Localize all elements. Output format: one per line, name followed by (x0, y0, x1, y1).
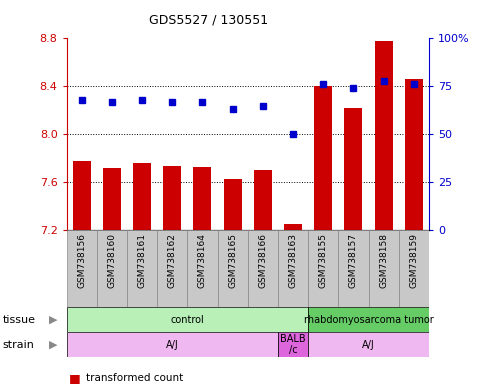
Text: BALB
/c: BALB /c (280, 334, 306, 356)
Text: GSM738165: GSM738165 (228, 233, 237, 288)
Text: GDS5527 / 130551: GDS5527 / 130551 (149, 14, 268, 27)
Bar (72, 161, 91, 230)
Bar (375, 41, 392, 230)
Text: ▶: ▶ (49, 339, 58, 350)
Text: control: control (171, 314, 204, 325)
Text: GSM738162: GSM738162 (168, 233, 177, 288)
Bar (103, 168, 121, 230)
Bar (314, 86, 332, 230)
Bar (133, 163, 151, 230)
Text: GSM738166: GSM738166 (258, 233, 267, 288)
Bar (284, 224, 302, 230)
Bar (399, 230, 429, 307)
Bar (254, 170, 272, 230)
Text: transformed count: transformed count (86, 373, 183, 383)
Bar (67, 230, 97, 307)
Bar (67, 332, 278, 357)
Text: GSM738155: GSM738155 (318, 233, 328, 288)
Bar (278, 230, 308, 307)
Text: GSM738158: GSM738158 (379, 233, 388, 288)
Bar (405, 79, 423, 230)
Text: GSM738161: GSM738161 (138, 233, 146, 288)
Bar (248, 230, 278, 307)
Text: GSM738163: GSM738163 (288, 233, 298, 288)
Bar (163, 166, 181, 230)
Bar (187, 230, 217, 307)
Text: tissue: tissue (2, 314, 35, 325)
Text: ▶: ▶ (49, 314, 58, 325)
Text: A/J: A/J (166, 339, 178, 350)
Bar (67, 307, 308, 332)
Bar (223, 179, 242, 230)
Text: GSM738160: GSM738160 (107, 233, 116, 288)
Text: ■: ■ (69, 372, 81, 384)
Bar (127, 230, 157, 307)
Bar (278, 332, 308, 357)
Bar (368, 230, 399, 307)
Bar (338, 230, 368, 307)
Text: GSM738156: GSM738156 (77, 233, 86, 288)
Text: GSM738157: GSM738157 (349, 233, 358, 288)
Text: rhabdomyosarcoma tumor: rhabdomyosarcoma tumor (304, 314, 433, 325)
Text: A/J: A/J (362, 339, 375, 350)
Bar (157, 230, 187, 307)
Bar (193, 167, 211, 230)
Bar (308, 332, 429, 357)
Text: strain: strain (2, 339, 35, 350)
Bar (217, 230, 247, 307)
Bar (308, 307, 429, 332)
Text: GSM738159: GSM738159 (409, 233, 419, 288)
Bar (344, 108, 362, 230)
Text: GSM738164: GSM738164 (198, 233, 207, 288)
Bar (97, 230, 127, 307)
Bar (308, 230, 338, 307)
